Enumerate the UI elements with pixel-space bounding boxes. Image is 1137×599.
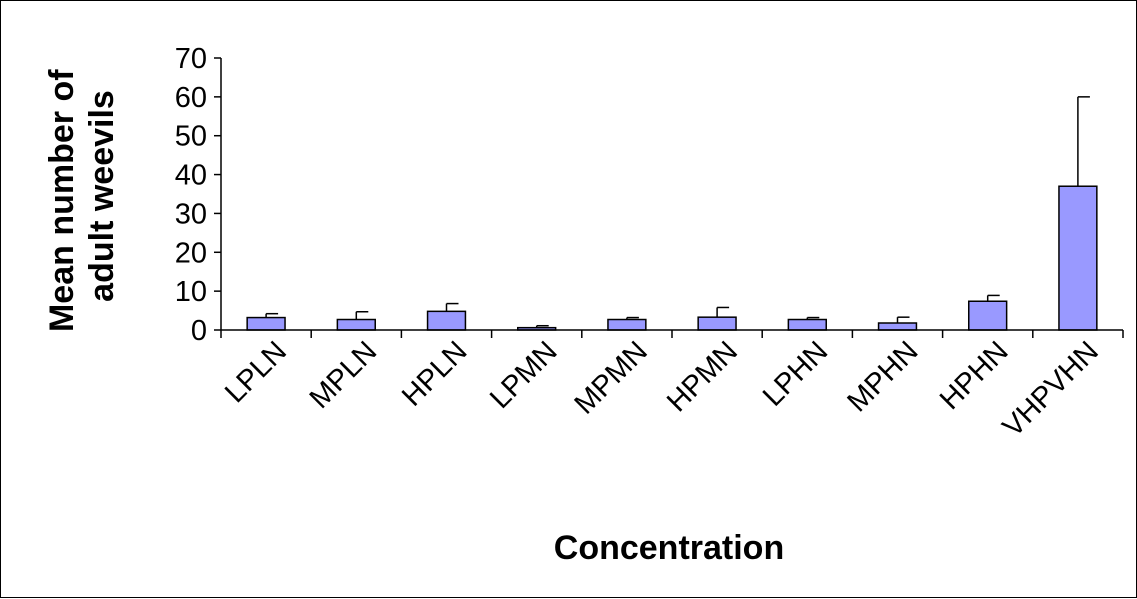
y-axis-title-line-2: adult weevils <box>83 90 121 302</box>
x-category-label-mpln: MPLN <box>304 335 384 415</box>
x-category-label-mphn: MPHN <box>841 335 924 418</box>
y-axis-title: Mean number of adult weevils <box>43 60 121 332</box>
x-axis-title: Concentration <box>554 529 784 567</box>
error-bars <box>265 96 1090 328</box>
y-tick-label: 20 <box>175 237 207 269</box>
y-tick-label: 10 <box>175 276 207 308</box>
bar-mpln <box>336 318 376 331</box>
bar-vhpvhn <box>1058 185 1098 331</box>
x-category-label-hphn: HPHN <box>934 335 1015 416</box>
y-axis-ticks: 0 10 20 30 40 50 60 70 <box>175 43 221 347</box>
bar-mpmn <box>607 318 647 331</box>
bar-hpmn <box>697 316 737 331</box>
bar-lphn <box>787 318 827 331</box>
bar-hpln <box>426 310 467 331</box>
x-category-label-lpln: LPLN <box>219 335 293 409</box>
y-tick-label: 30 <box>175 198 207 230</box>
x-category-label-lphn: LPHN <box>757 335 834 412</box>
y-axis-title-line-1: Mean number of <box>43 69 81 332</box>
y-tick-label: 50 <box>175 121 207 153</box>
x-category-label-hpln: HPLN <box>396 335 473 412</box>
y-tick-label: 70 <box>175 43 207 75</box>
bar-hphn <box>968 300 1008 331</box>
x-axis-category-labels: LPLN MPLN HPLN LPMN MPMN HPMN LPHN MPHN HPHNVHPV… <box>219 335 1105 443</box>
x-category-label-hpmn: HPMN <box>661 335 744 418</box>
y-tick-label: 40 <box>175 160 207 192</box>
bars <box>246 185 1098 331</box>
x-category-label-vhpvhn: VHPVHN <box>997 335 1105 443</box>
bar-mphn <box>877 322 918 331</box>
x-category-label-lpmn: LPMN <box>484 335 564 415</box>
y-tick-label: 60 <box>175 82 207 114</box>
y-tick-label: 0 <box>191 315 207 347</box>
x-axis-ticks <box>220 330 1124 338</box>
x-category-label-mpmn: MPMN <box>569 335 654 420</box>
bar-lpln <box>246 316 286 331</box>
